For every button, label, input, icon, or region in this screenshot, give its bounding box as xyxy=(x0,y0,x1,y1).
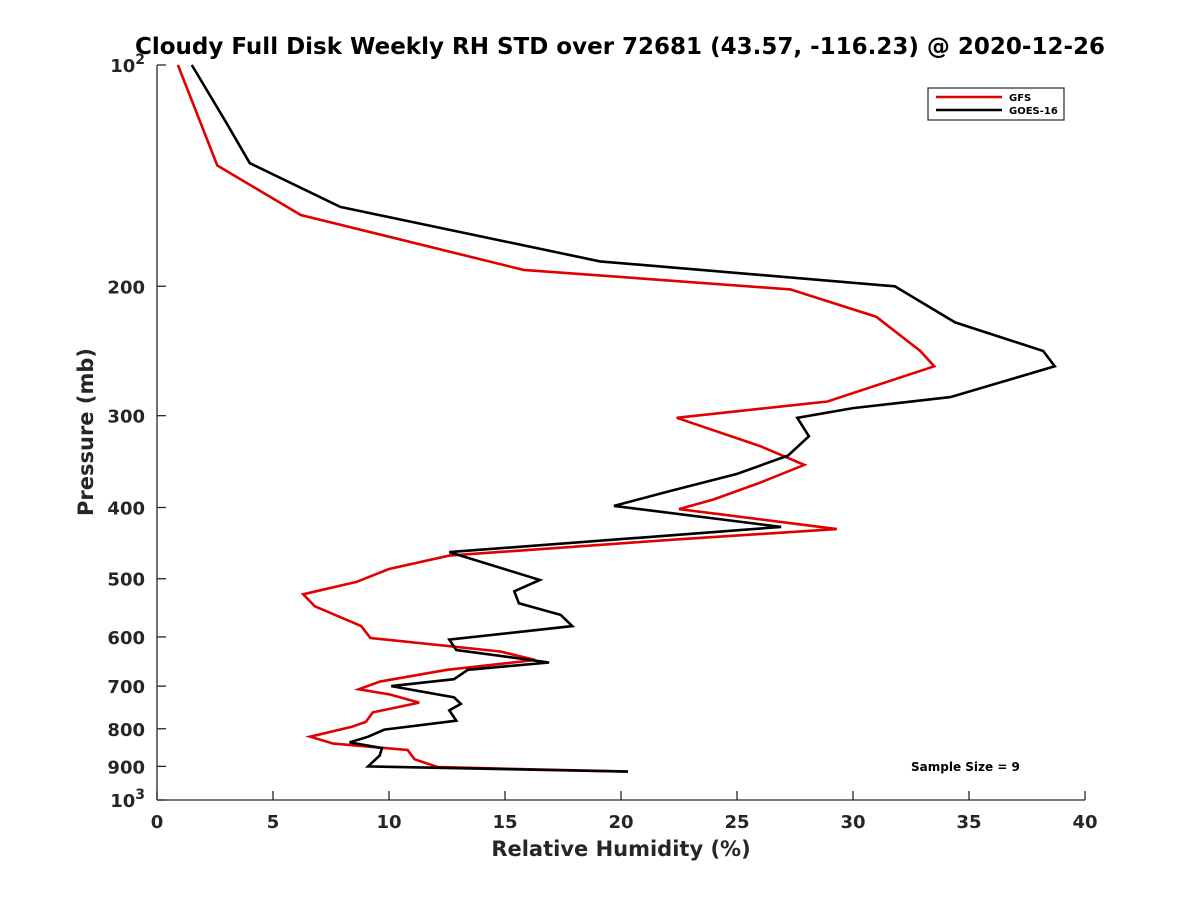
x-tick-label: 20 xyxy=(608,812,633,833)
y-tick-label: 600 xyxy=(107,628,145,649)
y-tick-label: 800 xyxy=(107,720,145,741)
x-tick-label: 0 xyxy=(151,812,164,833)
x-axis-label: Relative Humidity (%) xyxy=(491,837,750,861)
legend-label-gfs: GFS xyxy=(1009,93,1031,104)
y-tick-label: 102 xyxy=(110,52,145,77)
y-tick-label: 200 xyxy=(107,277,145,298)
x-tick-label: 35 xyxy=(956,812,981,833)
y-tick-label: 900 xyxy=(107,757,145,778)
y-tick-label: 700 xyxy=(107,677,145,698)
y-tick-label: 300 xyxy=(107,407,145,428)
chart-title: Cloudy Full Disk Weekly RH STD over 7268… xyxy=(135,34,1105,60)
series-line-goes-16 xyxy=(190,64,1057,773)
y-tick-label: 500 xyxy=(107,570,145,591)
x-tick-label: 40 xyxy=(1072,812,1097,833)
x-tick-label: 10 xyxy=(376,812,401,833)
series-line-gfs xyxy=(176,64,937,773)
x-tick-label: 5 xyxy=(267,812,280,833)
sample-size-annotation: Sample Size = 9 xyxy=(911,760,1020,774)
x-tick-label: 15 xyxy=(492,812,517,833)
x-tick-label: 25 xyxy=(724,812,749,833)
y-tick-label: 400 xyxy=(107,499,145,520)
legend-label-goes-16: GOES-16 xyxy=(1009,106,1058,117)
y-axis-label: Pressure (mb) xyxy=(74,348,98,516)
y-tick-label: 103 xyxy=(110,787,145,812)
x-tick-label: 30 xyxy=(840,812,865,833)
legend: GFS GOES-16 xyxy=(927,87,1065,121)
legend-box xyxy=(927,87,1065,121)
plot-area: 0 5 10 15 20 25 30 35 40 102 200 300 400 500 600 700 800… xyxy=(107,52,1097,833)
